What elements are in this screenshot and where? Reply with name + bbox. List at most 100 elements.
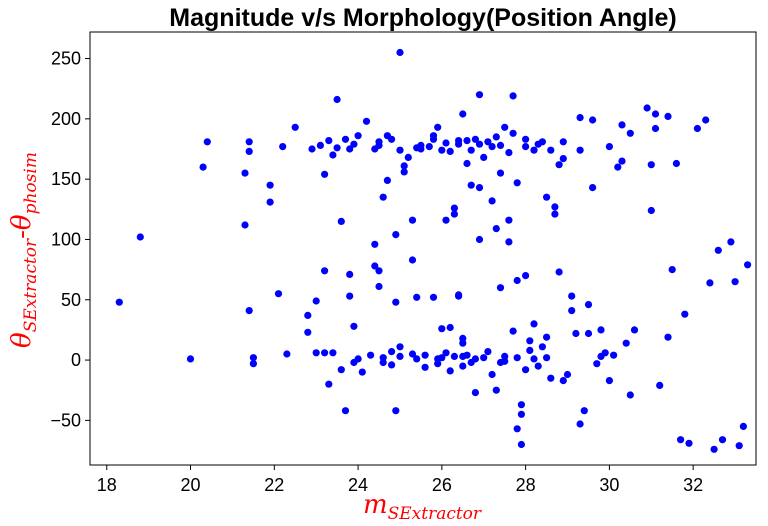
data-point [425, 143, 433, 151]
data-point [672, 159, 681, 168]
data-point [337, 217, 345, 225]
data-point [346, 270, 354, 278]
data-point [467, 146, 475, 154]
data-point [601, 349, 609, 357]
data-point [304, 311, 312, 319]
data-point [656, 381, 664, 389]
x-tick-label: 22 [264, 475, 284, 495]
data-point [475, 140, 484, 148]
data-point [702, 116, 710, 124]
data-point [589, 116, 597, 124]
x-axis-label: mSExtractor [363, 490, 482, 524]
data-point [618, 157, 626, 165]
data-point [517, 410, 526, 418]
data-point [522, 135, 530, 143]
data-point [455, 291, 463, 299]
data-point [501, 123, 509, 131]
data-point [321, 170, 329, 178]
data-point [488, 197, 496, 205]
data-point [362, 117, 371, 125]
data-point [513, 179, 521, 187]
data-point [388, 361, 396, 369]
data-point [731, 278, 739, 286]
data-point [283, 350, 291, 358]
data-point [526, 346, 534, 354]
data-point [538, 138, 547, 146]
data-point [610, 351, 618, 359]
data-point [513, 276, 521, 285]
data-point [584, 329, 593, 338]
data-point [115, 298, 123, 306]
data-point [245, 138, 253, 146]
data-point [530, 355, 538, 363]
data-point [664, 112, 672, 120]
data-point [505, 216, 513, 224]
data-point [492, 225, 500, 233]
data-point [392, 298, 400, 306]
y-tick-label: −50 [50, 410, 81, 430]
data-point [136, 233, 144, 241]
x-axis-ticks: 18 20 22 24 26 28 30 32 [97, 465, 703, 495]
data-point [308, 145, 316, 153]
data-point [563, 370, 572, 379]
data-point [484, 138, 492, 146]
data-point [576, 420, 584, 428]
y-axis-label: θSExtractor-θphosim [7, 152, 41, 348]
data-point [643, 104, 651, 112]
data-point [496, 141, 505, 149]
data-point [589, 184, 597, 192]
data-point [605, 377, 614, 385]
data-point [459, 110, 467, 118]
data-point [480, 354, 488, 362]
data-point [538, 343, 547, 351]
data-point [467, 181, 475, 189]
y-label-sub-1: SExtractor [21, 238, 41, 332]
data-point [375, 138, 383, 146]
data-point [325, 137, 333, 145]
data-point [647, 206, 655, 215]
data-point [471, 355, 479, 363]
x-tick-label: 18 [97, 475, 117, 495]
data-point [400, 162, 408, 170]
data-point [241, 169, 249, 177]
x-label-base: m [363, 490, 388, 520]
data-point [266, 181, 274, 189]
data-point [555, 161, 563, 169]
data-point [434, 123, 442, 131]
data-point [614, 163, 622, 171]
data-point [509, 92, 517, 100]
data-point [739, 422, 748, 430]
data-point [530, 320, 538, 328]
data-point [379, 358, 387, 367]
data-point [396, 146, 404, 154]
data-point [626, 129, 634, 137]
data-point [321, 267, 329, 275]
data-point [442, 216, 450, 224]
data-point [354, 132, 362, 140]
data-point [551, 210, 559, 218]
data-point [350, 140, 358, 148]
data-point [203, 138, 211, 146]
data-point [325, 380, 333, 388]
data-point [346, 145, 354, 153]
data-point [392, 231, 400, 239]
data-point [388, 135, 396, 143]
data-point [693, 124, 702, 133]
data-point [744, 261, 752, 269]
data-point [651, 124, 660, 133]
y-tick-label: 100 [51, 229, 81, 249]
data-point [442, 349, 450, 357]
data-point [559, 138, 567, 146]
data-point [421, 363, 429, 371]
data-point [199, 163, 207, 171]
data-point [279, 143, 287, 151]
data-point [471, 135, 479, 143]
data-point [630, 326, 639, 334]
y-tick-label: 200 [51, 109, 81, 129]
data-point [530, 146, 538, 154]
data-point [388, 348, 396, 356]
data-point [396, 343, 404, 351]
data-point [505, 238, 513, 246]
data-point [547, 374, 555, 382]
data-point [367, 351, 375, 359]
